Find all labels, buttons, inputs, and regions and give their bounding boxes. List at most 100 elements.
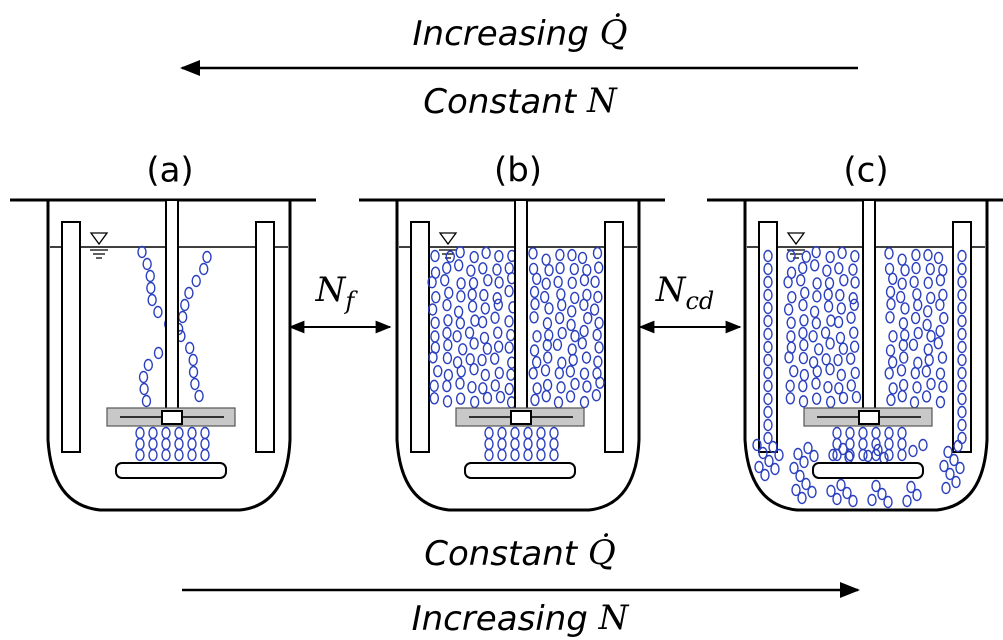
bubble (481, 369, 489, 380)
bubble (431, 251, 439, 262)
bubble (923, 319, 931, 330)
bubble (914, 357, 922, 368)
bubble (195, 391, 203, 402)
bubble (927, 292, 935, 303)
bubble (186, 343, 194, 354)
bubble (456, 378, 464, 389)
transition-label: Nf (315, 270, 359, 315)
bubble (787, 251, 795, 262)
bubble (912, 249, 920, 260)
bubble (886, 312, 894, 323)
bubble (859, 439, 867, 450)
bubble (479, 263, 487, 274)
bubble (898, 278, 906, 289)
bubble (175, 428, 183, 439)
bubble (595, 317, 603, 328)
bubble (431, 317, 439, 328)
bubble (568, 277, 576, 288)
top-line-1: Increasing Q̇ (413, 13, 628, 54)
bubble (942, 483, 950, 494)
bubble (485, 428, 493, 439)
bubble (811, 306, 819, 317)
bubble (470, 364, 478, 375)
bubble (880, 453, 888, 464)
bubble (885, 248, 893, 259)
bubble (529, 368, 537, 379)
bubble (847, 312, 855, 323)
bubble (826, 364, 834, 375)
bubble (903, 496, 911, 507)
bubble (511, 450, 519, 461)
bubble (175, 450, 183, 461)
bubble (444, 370, 452, 381)
bubble (827, 315, 835, 326)
bubble (558, 300, 566, 311)
baffle (256, 222, 274, 452)
bubble (162, 428, 170, 439)
bubble (859, 450, 867, 461)
bubble (531, 394, 539, 405)
bubble (911, 397, 919, 408)
bubble (511, 439, 519, 450)
bubble (901, 303, 909, 314)
bubble (940, 313, 948, 324)
bubble (798, 493, 806, 504)
bubble (583, 265, 591, 276)
bubble (913, 289, 921, 300)
bubble (824, 289, 832, 300)
bubble (813, 278, 821, 289)
bubble (544, 380, 552, 391)
bubble (909, 339, 917, 350)
bubble (808, 487, 816, 498)
bubble (470, 278, 478, 289)
bubble (571, 379, 579, 390)
bubble (799, 381, 807, 392)
bubble (494, 327, 502, 338)
bubble (136, 439, 144, 450)
bubble (444, 396, 452, 407)
bubble (175, 439, 183, 450)
bubble (470, 252, 478, 263)
bubble (443, 381, 451, 392)
bubble (567, 319, 575, 330)
bubble (200, 264, 208, 275)
bubble (927, 379, 935, 390)
bubble (189, 355, 197, 366)
bubble (138, 247, 146, 258)
bubble (432, 292, 440, 303)
bubble (595, 262, 603, 273)
bubble (550, 428, 558, 439)
bubble (846, 439, 854, 450)
bubble (507, 330, 515, 341)
bubble (593, 248, 601, 259)
bubble (952, 477, 960, 488)
bubble (835, 263, 843, 274)
bubble (593, 329, 601, 340)
bubble (430, 393, 438, 404)
bubble (495, 341, 503, 352)
bubble (541, 365, 549, 376)
bubble (555, 397, 563, 408)
bubble (847, 380, 855, 391)
bubble (583, 381, 591, 392)
bubble (790, 366, 798, 377)
bubble (836, 290, 844, 301)
bubble (188, 428, 196, 439)
bubble (594, 356, 602, 367)
bubble (181, 300, 189, 311)
bubble (431, 331, 439, 342)
bubble (192, 276, 200, 287)
bubble (569, 354, 577, 365)
bubble (887, 286, 895, 297)
bubble (558, 357, 566, 368)
bubble (813, 291, 821, 302)
bubble (834, 355, 842, 366)
bubble (468, 382, 476, 393)
bubble (912, 263, 920, 274)
bubble (785, 352, 793, 363)
bubble (859, 428, 867, 439)
bubble (925, 354, 933, 365)
bubble (914, 328, 922, 339)
bubble (799, 328, 807, 339)
bubble (784, 277, 792, 288)
